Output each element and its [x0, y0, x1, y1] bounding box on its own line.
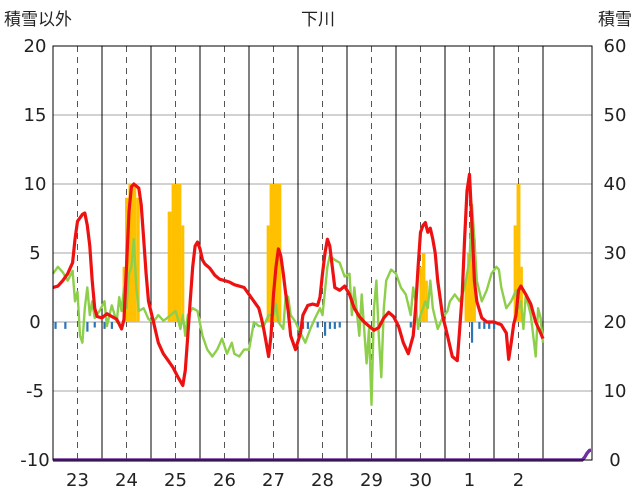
x-tick-label: 26 — [213, 470, 236, 491]
blue-bar — [54, 322, 57, 329]
blue-bar — [328, 322, 332, 329]
orange-bar — [167, 211, 172, 322]
blue-bar — [297, 322, 300, 328]
orange-bar — [464, 280, 468, 322]
x-tick-label: 23 — [66, 470, 89, 491]
blue-bar — [483, 322, 486, 329]
y-left-axis-label: 積雪以外 — [4, 10, 72, 30]
x-tick-label: 25 — [164, 470, 187, 491]
orange-bar — [516, 184, 521, 322]
y-left-tick-label: 0 — [29, 312, 40, 333]
blue-bar — [338, 322, 341, 328]
y-left-tick-label: 20 — [24, 36, 47, 57]
chart-title: 下川 — [301, 10, 335, 30]
y-left-tick-label: 10 — [24, 174, 47, 195]
orange-bar — [513, 225, 517, 322]
y-right-tick-label: 0 — [609, 450, 620, 471]
blue-bar — [64, 322, 67, 329]
y-left-tick-label: 5 — [29, 243, 40, 264]
x-tick-label: 24 — [115, 470, 138, 491]
blue-bar — [103, 322, 106, 329]
x-tick-label: 30 — [409, 470, 432, 491]
blue-bar — [478, 322, 481, 329]
y-right-tick-label: 50 — [604, 105, 627, 126]
y-right-tick-label: 30 — [604, 243, 627, 264]
blue-bar — [93, 322, 96, 328]
x-tick-label: 28 — [311, 470, 334, 491]
blue-bar — [86, 322, 89, 332]
orange-bar — [181, 225, 185, 322]
orange-bar — [269, 184, 282, 322]
blue-bar — [110, 322, 113, 329]
orange-bar — [520, 266, 523, 322]
red-series-line — [52, 172, 545, 388]
y-right-tick-label: 10 — [604, 381, 627, 402]
x-axis: 23 24 25 26 27 28 29 30 1 2 — [66, 470, 524, 491]
green-series-line — [52, 203, 545, 406]
plot-frame — [52, 45, 593, 461]
y-right-axis-label: 積雪 — [598, 10, 632, 30]
x-tick-label: 29 — [360, 470, 383, 491]
blue-bar — [316, 322, 319, 328]
orange-bar — [136, 197, 140, 322]
orange-bar — [171, 184, 182, 322]
y-left-tick-label: 15 — [24, 105, 47, 126]
blue-bar — [409, 322, 412, 328]
y-right-tick-label: 60 — [604, 36, 627, 57]
orange-bar — [421, 253, 426, 322]
y-left-tick-label: -5 — [26, 381, 44, 402]
blue-bar — [323, 322, 327, 336]
blue-bar — [306, 322, 309, 329]
y-left-tick-label: -10 — [20, 450, 49, 471]
y-right-tick-label: 20 — [604, 312, 627, 333]
x-tick-label: 27 — [262, 470, 285, 491]
orange-bar — [467, 253, 471, 322]
y-right-tick-label: 40 — [604, 174, 627, 195]
blue-bar — [470, 322, 474, 343]
y-right-axis: 60 50 40 30 20 10 0 — [604, 36, 627, 471]
y-left-axis: 20 15 10 5 0 -5 -10 — [20, 36, 49, 471]
x-tick-label: 1 — [464, 470, 475, 491]
x-tick-label: 2 — [513, 470, 524, 491]
orange-bar — [266, 225, 270, 322]
blue-bar — [333, 322, 336, 329]
blue-bar — [488, 322, 491, 329]
orange-bar — [419, 266, 422, 322]
blue-bar — [493, 322, 496, 329]
